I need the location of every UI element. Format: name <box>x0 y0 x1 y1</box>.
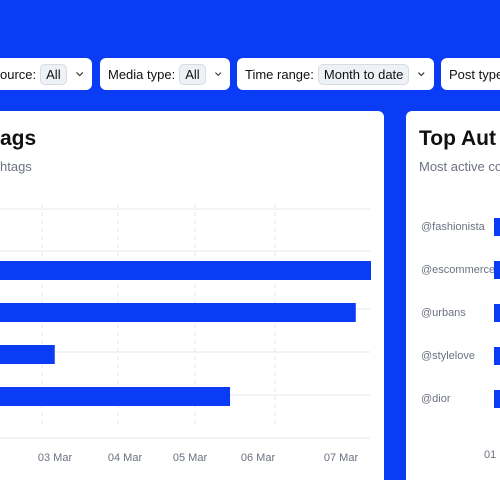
chevron-down-icon <box>214 72 221 77</box>
hashtag-bar <box>0 303 356 322</box>
source-filter-label: ource: <box>0 66 37 82</box>
author-bar <box>494 390 500 408</box>
media-type-filter-label: Media type: <box>108 66 176 82</box>
author-bar <box>494 347 500 365</box>
hashtags-card-subtitle: htags <box>0 159 32 174</box>
source-filter-value: All <box>40 63 67 85</box>
author-bar <box>494 261 500 279</box>
time-range-filter-label: Time range: <box>245 66 314 82</box>
author-label: @escommerce <box>421 264 496 276</box>
hashtag-bar <box>0 345 55 364</box>
authors-axis-tick: 01 M <box>484 449 500 461</box>
author-bar <box>494 304 500 322</box>
author-label: @urbans <box>421 307 466 319</box>
author-label: @stylelove <box>421 350 475 362</box>
x-tick-label: 07 Mar <box>324 452 359 464</box>
x-tick-label: 05 Mar <box>173 452 208 464</box>
top-authors-card: Top Aut Most active co @fashionista @esc… <box>406 111 500 480</box>
post-type-filter-label: Post type <box>449 66 500 82</box>
x-tick-label: 04 Mar <box>108 452 143 464</box>
media-type-filter[interactable]: Media type: All <box>100 58 230 90</box>
author-label: @fashionista <box>421 221 485 233</box>
hashtag-bar <box>0 387 231 406</box>
media-type-filter-value: All <box>179 63 206 85</box>
time-range-filter-value: Month to date <box>317 63 410 85</box>
chevron-down-icon <box>418 72 425 77</box>
x-tick-label: 06 Mar <box>241 452 276 464</box>
chevron-down-icon <box>75 72 83 77</box>
author-bar <box>494 218 500 236</box>
author-label: @dior <box>421 393 451 405</box>
post-type-filter[interactable]: Post type <box>441 58 500 90</box>
time-range-filter[interactable]: Time range: Month to date <box>237 58 434 90</box>
source-filter[interactable]: ource: All <box>0 58 92 90</box>
hashtag-bar <box>0 261 371 280</box>
filter-bar: ource: All Media type: All Time range: M… <box>0 58 500 90</box>
x-tick-label: 03 Mar <box>38 452 73 464</box>
authors-card-title: Top Aut <box>419 127 496 150</box>
authors-card-subtitle: Most active co <box>419 159 500 174</box>
hashtags-card-title: ags <box>0 127 37 150</box>
